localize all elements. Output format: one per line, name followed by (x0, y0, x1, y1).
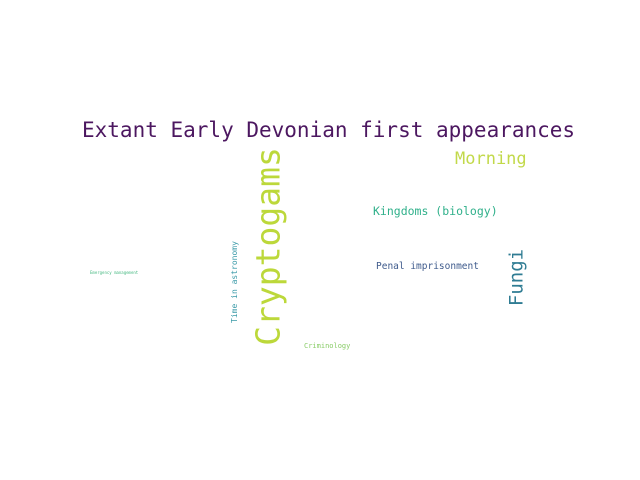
word-criminology: Criminology (304, 342, 351, 350)
word-cryptogams: Cryptogams (248, 147, 288, 346)
word-time-in-astronomy: Time in astronomy (230, 241, 239, 323)
word-extant-early-devonian-first-appearances: Extant Early Devonian first appearances (82, 118, 576, 142)
word-kingdoms-biology: Kingdoms (biology) (373, 204, 498, 218)
word-emergency-management: Emergency management (90, 270, 139, 275)
word-penal-imprisonment: Penal imprisonment (376, 261, 479, 272)
word-fungi: Fungi (505, 248, 528, 307)
word-morning: Morning (455, 149, 527, 169)
